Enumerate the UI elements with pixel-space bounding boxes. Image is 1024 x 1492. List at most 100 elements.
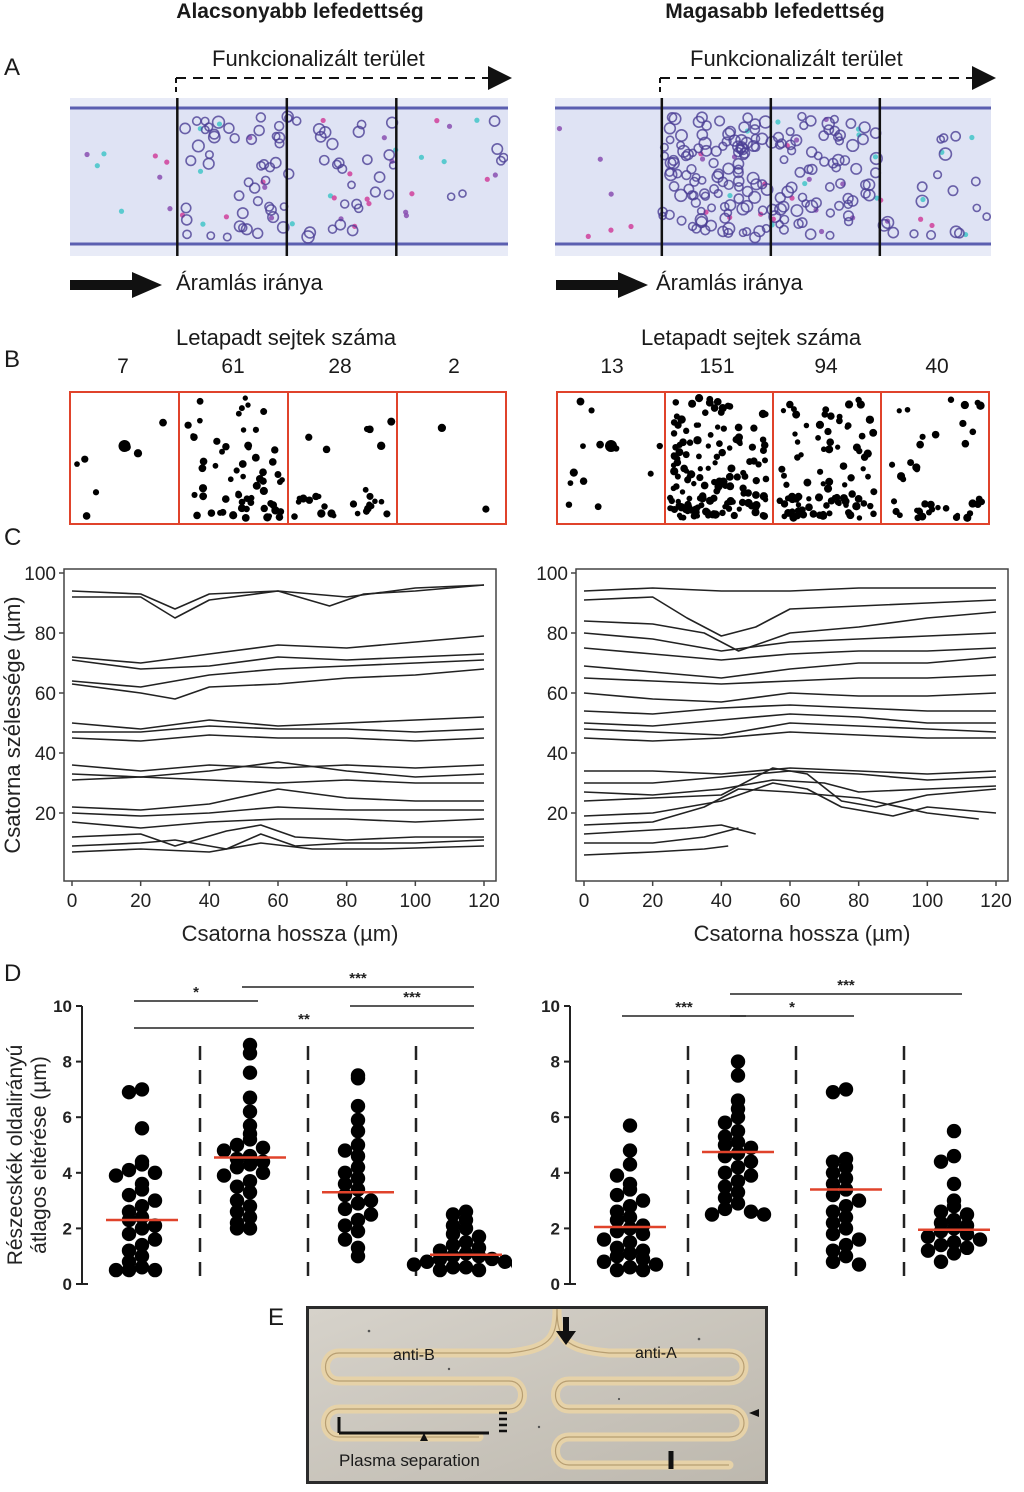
cell-dot xyxy=(259,468,267,477)
cell-dot xyxy=(710,494,718,502)
trajectory-line xyxy=(72,725,485,733)
trajectory-line xyxy=(583,647,997,661)
adhered-cell xyxy=(938,147,953,161)
data-point xyxy=(363,1207,379,1222)
cell-dot xyxy=(672,399,680,406)
adhered-cell xyxy=(797,192,808,203)
bead xyxy=(84,151,90,158)
cell-dot xyxy=(854,494,863,503)
cell-dot xyxy=(935,504,941,511)
adhered-cell xyxy=(794,166,806,178)
cell-dot xyxy=(686,495,693,502)
adhered-cell xyxy=(353,203,364,214)
data-point xyxy=(946,1176,962,1192)
adhered-cell xyxy=(495,155,506,166)
cell-dot xyxy=(238,498,246,506)
data-point xyxy=(458,1246,474,1261)
adhered-cell xyxy=(723,179,735,191)
cell-dot xyxy=(706,395,714,403)
cell-dot xyxy=(847,474,855,482)
y-axis-label: Csatorna szélessége (µm) xyxy=(0,596,25,853)
right-functionalized-label: Funkcionalizált terület xyxy=(690,46,903,71)
segment-box xyxy=(556,391,666,525)
data-point xyxy=(851,1193,867,1208)
cell-dot xyxy=(82,512,91,520)
data-point xyxy=(134,1121,150,1136)
cell-dot xyxy=(732,435,740,444)
bead xyxy=(409,191,415,197)
data-point xyxy=(851,1232,867,1247)
cell-dot xyxy=(219,448,225,455)
data-point xyxy=(350,1212,366,1228)
data-point xyxy=(609,1212,625,1228)
adhered-cell xyxy=(735,141,748,154)
cell-dot xyxy=(860,466,866,472)
adhered-cell xyxy=(668,181,680,192)
data-point xyxy=(471,1249,487,1264)
data-point xyxy=(933,1154,949,1169)
cell-dot xyxy=(198,484,208,493)
trajectory-line xyxy=(583,767,997,808)
data-point xyxy=(134,1182,150,1197)
trajectory-line xyxy=(71,716,485,730)
cell-dot xyxy=(698,502,705,509)
data-point xyxy=(622,1246,638,1261)
data-point xyxy=(717,1179,733,1194)
adhered-cell xyxy=(781,185,795,199)
data-point xyxy=(229,1137,245,1153)
adhered-cell xyxy=(738,228,748,238)
data-point xyxy=(229,1193,245,1208)
data-point xyxy=(609,1168,625,1183)
cell-dot xyxy=(255,475,264,483)
adhered-cell xyxy=(834,136,845,146)
data-point xyxy=(350,1160,366,1175)
cell-dot xyxy=(267,499,275,507)
bead xyxy=(856,132,862,138)
adhered-cell xyxy=(786,146,797,156)
cell-dot xyxy=(738,498,747,507)
left-count-3: 28 xyxy=(328,355,352,378)
adhered-cell xyxy=(707,203,717,213)
data-point xyxy=(730,1068,746,1083)
adhered-cell xyxy=(858,121,871,134)
x-tick-label: 0 xyxy=(67,891,78,912)
cell-dot xyxy=(798,506,806,514)
cell-dot xyxy=(690,512,698,520)
data-point xyxy=(350,1123,366,1139)
x-tick-label: 40 xyxy=(199,891,220,912)
adhered-cell xyxy=(691,223,702,234)
right-flow-label: Áramlás iránya xyxy=(656,270,803,295)
cell-dot xyxy=(827,412,835,420)
cell-dot xyxy=(199,492,208,501)
adhered-cell xyxy=(666,112,678,123)
cell-dot xyxy=(235,491,243,499)
segment-box xyxy=(396,391,507,525)
data-point xyxy=(458,1260,474,1275)
adhered-cell xyxy=(179,122,192,135)
data-point xyxy=(933,1204,949,1219)
data-point xyxy=(838,1221,854,1236)
adhered-cell xyxy=(877,218,891,232)
adhered-cell xyxy=(949,225,963,239)
left-functionalized-label: Funkcionalizált terület xyxy=(212,46,425,71)
cell-dot xyxy=(670,419,678,426)
data-point xyxy=(350,1223,366,1239)
data-point xyxy=(350,1098,366,1114)
anti-b-label: anti-B xyxy=(393,1347,435,1364)
cell-dot xyxy=(696,495,704,502)
cell-dot xyxy=(848,490,856,498)
adhered-cell xyxy=(813,151,823,161)
x-tick-label: 80 xyxy=(336,891,357,912)
cell-dot xyxy=(291,513,298,520)
cell-dot xyxy=(852,443,861,452)
trajectory-line xyxy=(583,713,996,727)
cell-dot xyxy=(673,483,680,490)
bead xyxy=(157,174,163,180)
data-point xyxy=(838,1237,854,1253)
adhered-cell xyxy=(698,136,712,150)
cell-dot xyxy=(686,474,692,480)
trajectory-line xyxy=(583,722,997,736)
adhered-cell xyxy=(446,192,456,201)
data-point xyxy=(622,1260,638,1275)
bead xyxy=(94,163,100,169)
